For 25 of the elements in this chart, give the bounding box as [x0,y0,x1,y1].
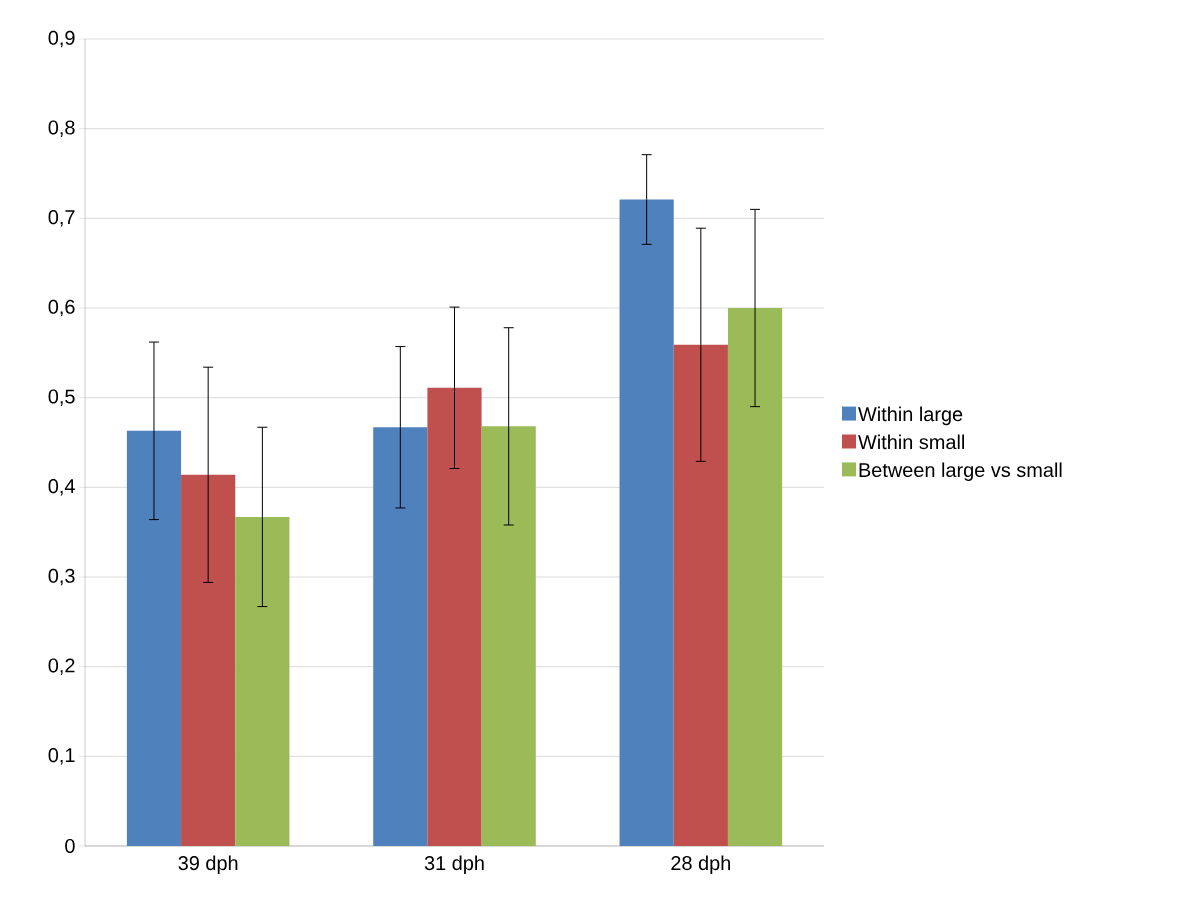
bar [181,474,236,846]
bar [673,344,728,846]
legend-label: Between large vs small [859,462,1062,482]
y-tick-label: 0 [65,838,75,854]
legend-label: Within small [858,434,964,450]
x-tick-label: 28 dph [671,855,730,875]
bar [727,308,783,846]
bar [373,427,428,846]
bar [126,430,182,846]
y-tick-label: 0,1 [48,748,75,765]
bar [481,426,536,846]
x-tick-label: 31 dph [424,855,484,875]
bar [619,199,674,846]
y-tick-label: 0,8 [48,120,75,137]
y-tick-label: 0,7 [48,210,75,227]
x-tick-label: 39 dph [178,855,238,875]
y-tick-label: 0,6 [48,299,75,317]
bar [235,516,290,846]
y-tick-label: 0,2 [48,658,75,675]
y-tick-label: 0,4 [48,479,75,496]
y-tick-label: 0,3 [48,568,75,586]
bar [427,387,482,846]
legend-label: Within large [858,406,963,426]
y-tick-label: 0,9 [48,30,75,48]
y-tick-label: 0,5 [48,389,75,406]
